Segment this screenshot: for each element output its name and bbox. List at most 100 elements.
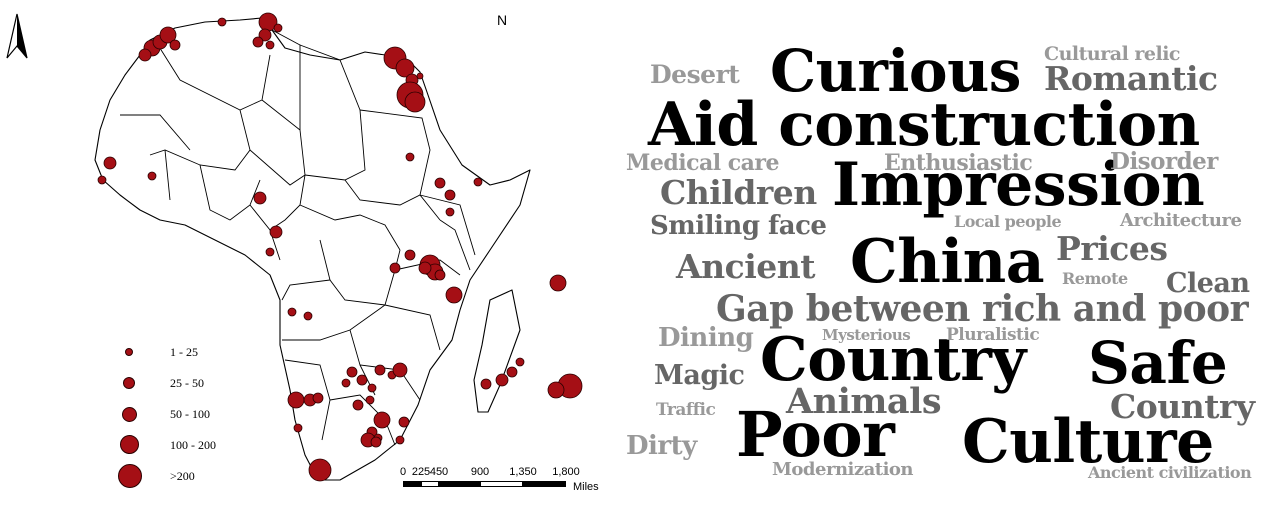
location-marker [265,40,275,50]
word-cloud-term: Modernization [772,459,914,480]
legend-dot-icon [125,348,133,356]
location-marker [103,156,117,170]
location-marker [265,247,275,257]
location-marker [495,373,509,387]
location-marker [549,274,567,292]
scale-tick: 225 [411,466,431,478]
location-marker [341,378,351,388]
location-marker [365,395,375,405]
location-marker [273,23,283,33]
word-cloud-term: Animals [786,381,942,422]
scale-segment [421,481,439,487]
word-cloud-term: Enthusiastic [884,150,1033,176]
location-marker [416,72,424,80]
location-marker [253,191,267,205]
word-cloud-term: China [850,227,1045,297]
scale-segment [523,481,566,487]
location-marker [352,399,364,411]
word-cloud-term: Children [660,173,817,212]
word-cloud-term: Country [760,325,1026,395]
word-cloud-term: Ancient [676,247,815,286]
word-cloud-term: Mysterious [822,326,911,344]
location-marker [303,311,313,321]
scale-segment [403,481,421,487]
map-markers [97,12,583,482]
legend-item: 1 - 25 [108,340,248,370]
legend-item: 100 - 200 [108,433,248,463]
location-marker [444,189,456,201]
word-cloud-term: Country [1110,387,1255,426]
word-cloud-term: Medical care [626,150,780,176]
location-marker [389,262,401,274]
legend-item: 50 - 100 [108,402,248,432]
country-borders [120,29,476,446]
scale-bar: 0 225 450 900 1,350 1,800 Miles [398,466,618,496]
location-marker [473,177,483,187]
legend-label: >200 [170,469,195,483]
location-marker [287,391,305,409]
word-cloud-term: Romantic [1044,59,1218,98]
scale-tick: 1,350 [509,466,537,478]
word-cloud-term: Aid construction [648,90,1200,160]
scale-unit-label: Miles [573,481,599,493]
location-marker [480,378,492,390]
location-marker [346,366,358,378]
legend-dot-icon [118,464,142,488]
word-cloud-term: Disorder [1110,148,1218,175]
word-cloud-term: Dirty [626,431,697,461]
location-marker [356,374,368,386]
scale-tick: 1,800 [552,466,580,478]
word-cloud-term: Clean [1166,268,1250,299]
scale-tick: 450 [429,466,449,478]
location-marker [405,152,415,162]
word-cloud-term: Prices [1056,229,1168,268]
word-cloud-term: Gap between rich and poor [716,288,1249,330]
location-marker [418,261,432,275]
scale-segment [439,481,480,487]
location-marker [395,58,415,78]
legend-label: 100 - 200 [170,438,216,452]
word-cloud-term: Local people [954,212,1062,231]
north-arrow-icon [6,13,28,59]
legend-label: 50 - 100 [170,407,210,421]
location-marker [445,207,455,217]
word-cloud-term: Ancient civilization [1088,463,1252,482]
location-marker [404,249,416,261]
word-cloud-term: Remote [1062,269,1128,288]
word-cloud-term: Dining [658,323,754,353]
location-marker [312,392,324,404]
legend-dot-icon [123,377,135,389]
location-marker [97,175,107,185]
location-marker [269,225,283,239]
location-marker [374,364,386,376]
legend-item: 25 - 50 [108,371,248,401]
location-marker [147,171,157,181]
legend-item: >200 [108,464,248,494]
location-marker [370,436,382,448]
location-marker [515,357,525,367]
location-marker [252,36,264,48]
location-marker [169,39,181,51]
word-cloud: Curious Aid construction Impression Chin… [620,0,1280,524]
location-marker [404,91,426,113]
word-cloud-term: Desert [650,60,740,89]
scale-tick: 900 [470,466,490,478]
legend-label: 1 - 25 [170,345,198,359]
word-cloud-term: Cultural relic [1044,43,1181,65]
location-marker [217,17,227,27]
location-marker [434,177,446,189]
location-marker [367,383,377,393]
location-marker [287,307,297,317]
legend-dot-icon [120,435,139,454]
word-cloud-term: Traffic [656,400,716,420]
location-marker [506,366,518,378]
location-marker [395,435,405,445]
word-cloud-term: Curious [770,37,1021,105]
location-marker [138,48,152,62]
word-cloud-term: Poor [736,398,895,471]
north-label: N [497,12,508,28]
word-cloud-term: Culture [962,407,1214,477]
location-marker [258,28,272,42]
location-marker [547,381,565,399]
word-cloud-term: Impression [832,150,1205,220]
